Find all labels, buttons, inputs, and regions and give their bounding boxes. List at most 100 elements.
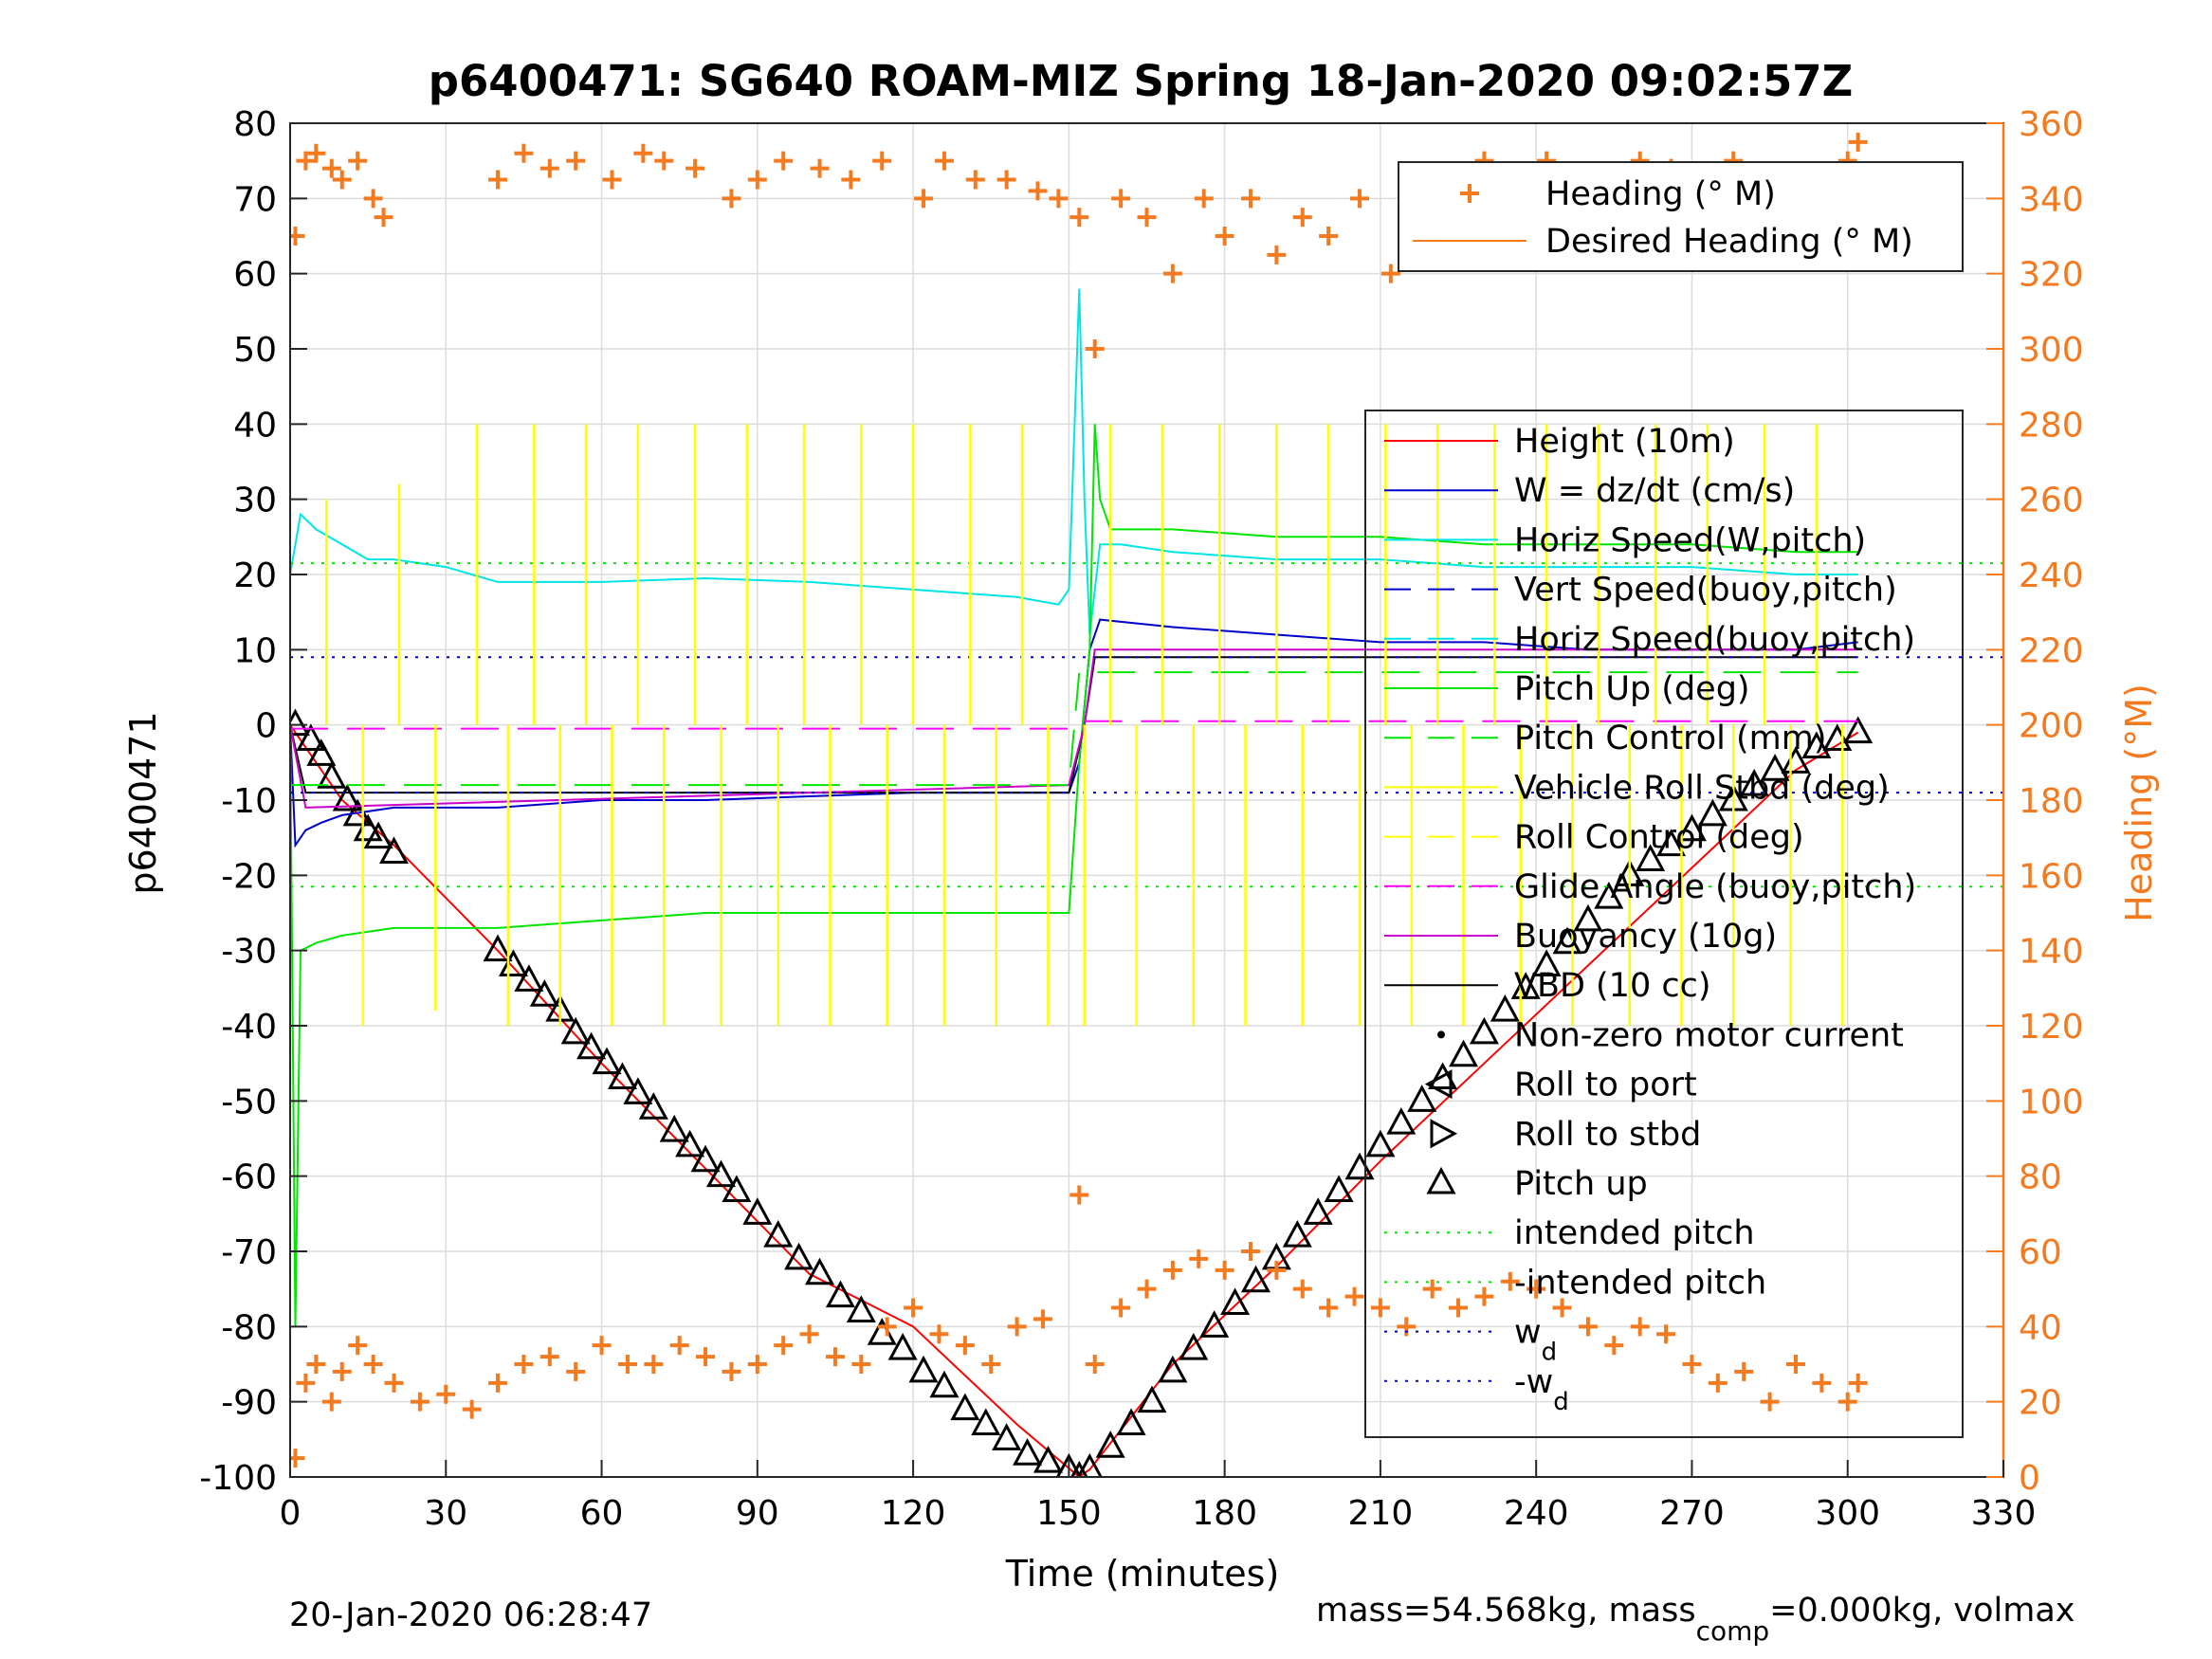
legend-main-label: Horiz Speed(buoy,pitch): [1514, 621, 1915, 659]
heading-point: [1292, 208, 1312, 228]
heading-point: [1292, 1279, 1312, 1299]
y-right-tick-label: 0: [2019, 1459, 2040, 1498]
legend-main-label: Roll to stbd: [1514, 1116, 1701, 1154]
pitch-up-marker: [1365, 1129, 1396, 1158]
legend-main-label-sub: d: [1542, 1339, 1558, 1367]
heading-point: [1500, 1271, 1520, 1291]
pitch-up-marker: [805, 1257, 835, 1285]
legend-main-label-text: Roll to stbd: [1514, 1116, 1701, 1154]
heading-point: [1630, 1317, 1650, 1337]
legend-main-item: Roll to port: [1424, 1066, 1697, 1104]
legend-main-item: -intended pitch: [1384, 1264, 1766, 1302]
legend-main-label: W = dz/dt (cm/s): [1514, 472, 1795, 510]
heading-point: [825, 1347, 845, 1367]
legend-main-item: -wd: [1384, 1363, 1569, 1416]
heading-point: [1604, 1336, 1624, 1356]
heading-point: [851, 1355, 871, 1374]
heading-point: [774, 1336, 794, 1356]
heading-point: [1785, 1355, 1805, 1374]
pitch-up-marker: [483, 934, 513, 962]
heading-point: [1656, 1324, 1676, 1344]
pitch-up-marker: [659, 1114, 689, 1142]
heading-point: [436, 1384, 456, 1404]
legend-main-label-text: Pitch up: [1514, 1165, 1648, 1203]
y-right-tick-label: 160: [2019, 857, 2084, 896]
heading-point: [410, 1392, 430, 1412]
y-left-tick-label: 40: [233, 406, 277, 445]
y-right-tick-label: 100: [2019, 1083, 2084, 1121]
legend-heading-label-text: Desired Heading (° M): [1545, 223, 1913, 261]
legend-main-item: Pitch Up (deg): [1384, 670, 1750, 708]
heading-point: [290, 1449, 305, 1468]
y-right-tick-label: 260: [2019, 482, 2084, 520]
pitch-up-marker: [1573, 903, 1603, 932]
pitch-up-marker: [825, 1280, 855, 1308]
heading-point: [1526, 1279, 1546, 1299]
y-left-tick-label: -30: [221, 933, 277, 972]
legend-main-label: Roll Control (deg): [1514, 819, 1804, 857]
x-tick-label: 180: [1192, 1494, 1257, 1533]
heading-point: [1267, 1260, 1287, 1280]
pitch-up-marker: [908, 1355, 939, 1383]
pitch-up-marker: [1033, 1445, 1063, 1473]
y-left-tick-label: 50: [233, 331, 277, 370]
x-tick-label: 60: [580, 1494, 624, 1533]
y-axis-left-label: p6400471: [122, 711, 164, 894]
heading-point: [296, 1373, 316, 1393]
legend-main-item: Pitch up: [1426, 1165, 1648, 1203]
legend-main-label: Pitch Control (mm): [1514, 720, 1826, 757]
pitch-up-marker: [514, 964, 544, 992]
legend-main-item: Buoyancy (10g): [1384, 918, 1777, 956]
series-buoyancy-10g: [290, 648, 1858, 809]
y-left-tick-label: -10: [221, 782, 277, 821]
pitch-up-marker: [1199, 1310, 1230, 1338]
legend-main-label: Horiz Speed(W,pitch): [1514, 521, 1866, 559]
heading-point: [1215, 227, 1234, 246]
heading-point: [374, 208, 393, 228]
heading-point: [747, 1355, 767, 1374]
y-left-tick-label: -70: [221, 1233, 277, 1272]
pitch-up-marker: [1449, 1039, 1479, 1067]
pitch-up-marker: [1179, 1332, 1209, 1360]
legend-main-label: -intended pitch: [1514, 1264, 1766, 1302]
legend-main-label-text: Horiz Speed(buoy,pitch): [1514, 621, 1915, 659]
legend-main-label-text: Vehicle Roll Stbd (deg): [1514, 769, 1890, 807]
pitch-up-marker: [742, 1197, 773, 1225]
pitch-up-marker: [560, 1016, 591, 1045]
y-left-tick-label: -90: [221, 1384, 277, 1423]
heading-point: [332, 170, 352, 190]
heading-point: [1380, 264, 1400, 283]
heading-point: [1708, 1373, 1728, 1393]
y-left-tick-label: 70: [233, 180, 277, 219]
legend-main-item: Pitch Control (mm): [1384, 720, 1826, 757]
heading-point: [332, 1361, 352, 1381]
pitch-up-marker: [576, 1031, 607, 1060]
heading-point: [904, 1298, 923, 1318]
legend-main-label: Vehicle Roll Stbd (deg): [1514, 769, 1890, 807]
heading-point: [1215, 1260, 1234, 1280]
legend-main-label-text: Glide Angle (buoy,pitch): [1514, 868, 1916, 906]
y-right-tick-label: 280: [2019, 406, 2084, 445]
pitch-up-marker: [675, 1129, 705, 1158]
x-tick-label: 90: [736, 1494, 779, 1533]
legend-main-item: Vert Speed(buoy,pitch): [1384, 572, 1897, 610]
legend-main-label-text: Buoyancy (10g): [1514, 918, 1777, 956]
pitch-up-marker: [378, 836, 410, 865]
legend-heading-swatch: [1460, 184, 1479, 203]
heading-point: [1085, 339, 1105, 358]
legend-main-label-text: Roll to port: [1514, 1066, 1697, 1104]
pitch-up-marker: [887, 1332, 918, 1360]
heading-point: [321, 1392, 341, 1412]
heading-point: [539, 1347, 559, 1367]
heading-point: [774, 151, 794, 171]
heading-point: [996, 170, 1016, 190]
heading-point: [1837, 1392, 1857, 1412]
legend-main-item: Roll to stbd: [1430, 1116, 1701, 1154]
pitch-up-marker: [1240, 1265, 1271, 1293]
heading-point: [1449, 1298, 1469, 1318]
legend-main-label: Height (10m): [1514, 423, 1735, 461]
heading-point: [1194, 189, 1214, 209]
heading-point: [877, 1317, 897, 1337]
series-pitch-control-mm: [290, 671, 1858, 787]
series-pitch-up-deg: [290, 424, 1858, 1327]
